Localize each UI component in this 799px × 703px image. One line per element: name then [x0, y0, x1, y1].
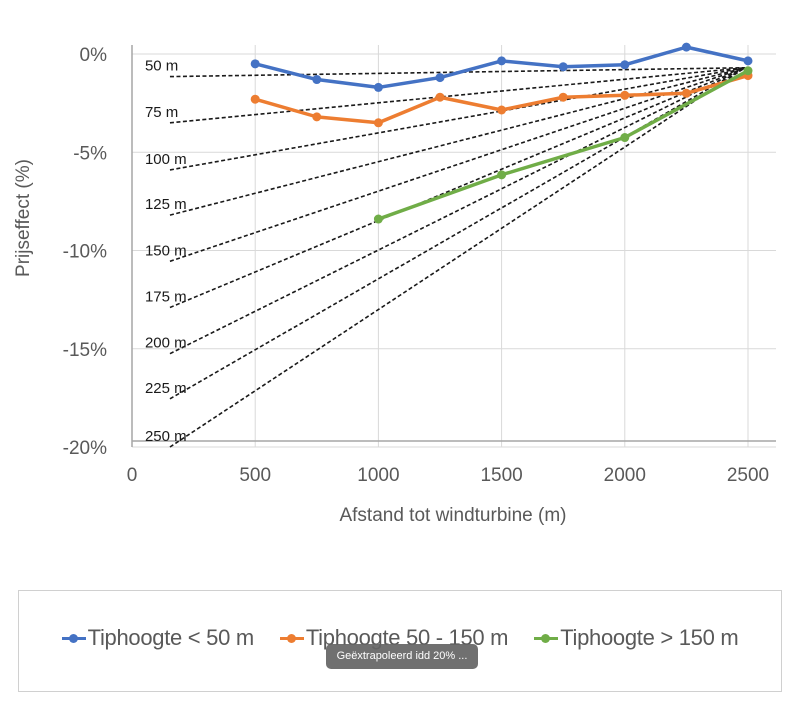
- data-point: [743, 56, 753, 66]
- height-label: 175 m: [145, 288, 187, 305]
- data-point: [312, 112, 322, 122]
- x-tick-label: 500: [239, 465, 271, 486]
- data-point: [497, 170, 507, 180]
- extrapolation-line: [169, 67, 746, 448]
- legend-dot: [541, 634, 551, 643]
- extrapolation-line: [169, 67, 746, 309]
- legend-label: Tiphoogte < 50 m: [87, 625, 255, 650]
- height-label: 50 m: [145, 58, 178, 75]
- legend-dot: [68, 634, 78, 643]
- data-point: [250, 94, 260, 104]
- legend-marker-icon: [61, 632, 86, 644]
- series-line: [376, 68, 750, 221]
- height-labels: 50 m 75 m 100 m 125 m 150 m 175 m 200 m 225 m 25…: [145, 58, 187, 445]
- y-tick-label: -10%: [63, 242, 107, 263]
- extrapolation-lines: [169, 66, 746, 448]
- legend-label: Tiphoogte > 150 m: [560, 625, 739, 650]
- height-label: 100 m: [145, 151, 187, 168]
- y-tick-label: -15%: [63, 340, 107, 361]
- tooltip: Geëxtrapoleerd idd 20% ...: [326, 644, 478, 669]
- legend-marker-icon: [279, 632, 304, 644]
- height-label: 125 m: [145, 196, 187, 213]
- legend: Tiphoogte < 50 m Tiphoogte 50 - 150 m Ti…: [18, 590, 782, 692]
- data-point: [312, 75, 322, 85]
- y-tick-label: 0%: [80, 45, 108, 66]
- extrapolation-line: [169, 66, 746, 216]
- data-point: [620, 133, 630, 143]
- data-point: [373, 118, 383, 128]
- height-label: 75 m: [145, 104, 178, 121]
- x-tick-label: 1000: [357, 465, 399, 486]
- legend-item-tip-below-50[interactable]: Tiphoogte < 50 m: [61, 625, 255, 651]
- tick-labels: 0% -5% -10% -15% -20% 0 500 1000 1500 2000 2500: [63, 45, 770, 486]
- height-label: 250 m: [145, 428, 187, 445]
- axes: [131, 45, 776, 447]
- extrapolation-line: [169, 66, 746, 263]
- x-axis-title: Afstand tot windturbine (m): [339, 505, 566, 526]
- series-3: [373, 66, 753, 224]
- extrapolation-line: [169, 67, 746, 355]
- height-label: 200 m: [145, 335, 187, 352]
- y-axis-title: Prijseffect (%): [13, 159, 34, 277]
- data-point: [681, 42, 691, 52]
- x-tick-label: 1500: [480, 465, 522, 486]
- x-tick-label: 2000: [604, 465, 646, 486]
- height-label: 225 m: [145, 380, 187, 397]
- data-point: [681, 88, 691, 98]
- height-label: 150 m: [145, 242, 187, 259]
- x-tick-label: 0: [127, 465, 138, 486]
- data-point: [620, 60, 630, 70]
- legend-marker-icon: [534, 632, 559, 644]
- data-point: [558, 92, 568, 102]
- data-point: [373, 82, 383, 92]
- legend-item-tip-above-150[interactable]: Tiphoogte > 150 m: [534, 625, 739, 651]
- data-point: [435, 73, 445, 83]
- extrapolation-line: [169, 66, 746, 124]
- legend-dot: [286, 634, 296, 643]
- data-point: [497, 105, 507, 115]
- data-point: [435, 92, 445, 102]
- y-tick-label: -20%: [63, 438, 107, 459]
- data-point: [250, 59, 260, 69]
- data-series: [250, 42, 753, 224]
- data-point: [620, 90, 630, 100]
- series-1: [250, 42, 753, 92]
- y-tick-label: -5%: [73, 143, 107, 164]
- data-point: [373, 214, 383, 224]
- gridlines: [132, 45, 776, 448]
- data-point: [743, 66, 753, 76]
- data-point: [558, 62, 568, 72]
- x-tick-label: 2500: [727, 465, 769, 486]
- data-point: [497, 56, 507, 66]
